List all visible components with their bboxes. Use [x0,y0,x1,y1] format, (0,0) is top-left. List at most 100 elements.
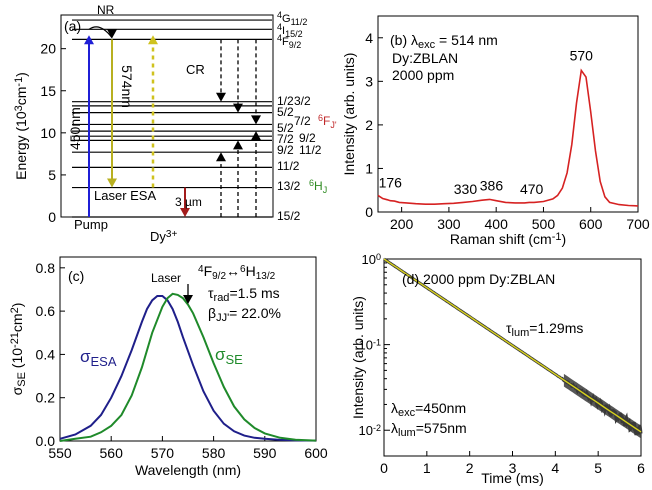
cr-label: CR [186,62,205,77]
text-part: 4 [277,22,282,32]
x-tick-label: 6 [637,460,645,476]
text-part: rad [214,292,230,304]
mid-ir-label: 3 µm [175,195,202,209]
text-part: ↔ [226,263,240,279]
text-part: = 22.0% [229,305,281,321]
cross-relaxation-arrow-head [251,115,261,125]
beta-label: βJJ'= 22.0% [208,305,281,324]
raman-series-line [377,68,639,207]
peak-label: 386 [480,177,504,193]
nr-arrow-head [107,29,117,39]
text-part: -1 [13,77,25,87]
text-part: τ [208,285,214,301]
text-part: Dy [150,229,166,244]
peak-label: 330 [454,181,478,197]
text-part: = 514 nm [435,32,498,48]
text-part: Energy (10 [13,111,29,180]
level-label: 11/2 [277,159,300,173]
laser-wavelength-label: 574nm [119,65,135,108]
text-part: exc [418,39,436,51]
pump-label: Pump [74,217,108,232]
text-part: -1 [552,231,562,243]
series-label: σESA [80,347,117,369]
x-tick-label: 700 [626,216,650,232]
top-level-label: 4G11/2 [277,10,307,26]
y-tick-label: 0.8 [36,260,56,276]
x-tick-label: 1 [423,460,431,476]
excitation-label: (b) λexc = 514 nm [390,32,498,51]
text-part: H [246,263,256,279]
tau-lum-label: τlum=1.29ms [506,320,583,339]
text-part: -2 [373,424,381,434]
x-axis-label: Raman shift (cm-1) [450,231,566,247]
laser-arrow-head [107,178,117,188]
text-part: JJ' [216,312,229,324]
level-label: 5/2 [277,121,294,135]
y-tick-label: 0.6 [36,303,56,319]
text-part: λ [391,420,398,436]
text-part: 10 [359,338,373,353]
excitation-wavelength-label: λexc=450nm [391,400,466,419]
level-label: 11/2 [299,143,322,157]
y-tick-label: 3 [365,73,373,89]
fit-line [383,258,642,433]
y-tick-label: 10-1 [359,338,381,353]
plot-frame [60,14,274,218]
plot-frame [59,256,317,442]
text-part: -1 [373,338,381,348]
laser-label: Laser [151,271,181,285]
series-line [59,292,317,442]
x-axis-label: Wavelength (nm) [135,462,241,478]
sample-label: Dy:ZBLAN [392,50,458,66]
cross-relaxation-arrow-head [216,92,226,102]
x-tick-label: 600 [579,216,603,232]
y-tick-label: 4 [365,30,373,46]
level-label: 5/2 [277,105,294,119]
y-tick-label: 20 [40,41,56,57]
text-part: exc [398,407,416,419]
level-label: 1/2 [277,94,294,108]
text-part: H [314,179,323,193]
level-label: 7/2 [277,132,294,146]
y-tick-label: 10-2 [359,423,381,438]
y-tick-label: 0.4 [36,346,56,362]
x-tick-label: 570 [151,445,175,461]
text-part: G [282,13,291,25]
x-tick-label: 4 [551,460,559,476]
x-tick-label: 200 [390,216,414,232]
mid-ir-arrow-head [180,208,190,217]
text-part: lum [398,427,416,439]
panel-label: (c) [68,268,84,284]
text-part: cm [13,87,29,106]
text-part: J' [330,120,337,130]
text-part: SE [16,372,28,387]
text-part: 0 [376,252,381,262]
esa-arrow-head [148,35,158,45]
x-tick-label: 550 [48,445,72,461]
y-tick-label: 0.0 [36,433,56,449]
x-tick-label: 5 [594,460,602,476]
top-level-label: 4I15/2 [277,22,303,38]
peak-label: 176 [379,175,403,191]
level-label: 3/2 [294,94,311,108]
top-level-label: 4F9/2 [277,33,301,49]
text-part: 2 [9,307,21,313]
text-part: λ [391,400,398,416]
text-part: 3+ [166,229,178,240]
y-tick-label: 0.2 [36,390,56,406]
x-tick-label: 500 [532,216,556,232]
laser-arrow-head [183,295,193,304]
text-part: =450nm [415,400,466,416]
transition-label: 4F9/2↔6H13/2 [198,263,276,282]
y-tick-label: 100 [362,252,381,267]
text-part: 9/2 [289,40,302,50]
text-part: 4 [198,264,204,275]
cross-relaxation-arrow-head [251,131,261,141]
text-part: σ [80,347,91,366]
text-part: 10 [362,252,376,267]
x-tick-label: 0 [380,460,388,476]
text-part: =1.29ms [529,320,583,336]
text-part: J [323,185,328,195]
x-tick-label: 590 [253,445,277,461]
y-tick-label: 15 [40,83,56,99]
